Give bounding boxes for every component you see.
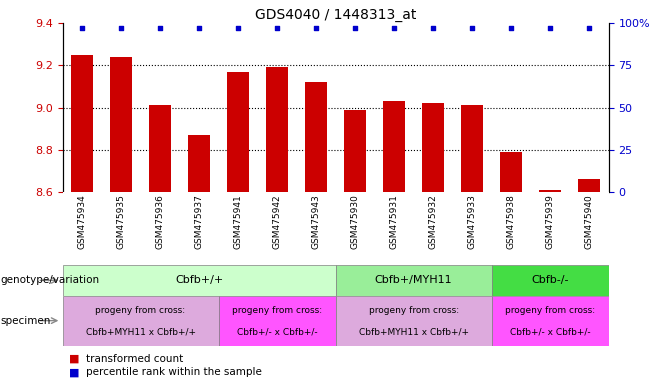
Text: percentile rank within the sample: percentile rank within the sample	[86, 367, 261, 377]
Bar	[63, 265, 336, 296]
Point	[233, 25, 243, 31]
Bar	[336, 296, 492, 346]
Text: genotype/variation: genotype/variation	[1, 275, 100, 285]
Point	[389, 25, 399, 31]
Bar	[336, 265, 492, 296]
Point	[116, 25, 126, 31]
Text: specimen: specimen	[1, 316, 51, 326]
Text: Cbfb+/- x Cbfb+/-: Cbfb+/- x Cbfb+/-	[510, 327, 590, 336]
Bar	[188, 135, 210, 192]
Title: GDS4040 / 1448313_at: GDS4040 / 1448313_at	[255, 8, 417, 22]
Bar	[500, 152, 522, 192]
Bar	[149, 105, 171, 192]
Text: GSM475943: GSM475943	[312, 194, 320, 249]
Text: Cbfb+MYH11 x Cbfb+/+: Cbfb+MYH11 x Cbfb+/+	[86, 327, 195, 336]
Text: GSM475940: GSM475940	[585, 194, 594, 249]
Text: GSM475930: GSM475930	[351, 194, 359, 249]
Bar	[540, 190, 561, 192]
Text: GSM475936: GSM475936	[155, 194, 164, 249]
Text: Cbfb+/+: Cbfb+/+	[175, 275, 223, 285]
Text: GSM475932: GSM475932	[428, 194, 438, 249]
Text: progeny from cross:: progeny from cross:	[505, 306, 595, 315]
Point	[194, 25, 205, 31]
Bar	[111, 57, 132, 192]
Text: Cbfb+/- x Cbfb+/-: Cbfb+/- x Cbfb+/-	[237, 327, 317, 336]
Text: GSM475941: GSM475941	[234, 194, 243, 249]
Point	[155, 25, 165, 31]
Bar	[227, 71, 249, 192]
Bar	[305, 82, 327, 192]
Text: GSM475935: GSM475935	[116, 194, 126, 249]
Text: GSM475938: GSM475938	[507, 194, 516, 249]
Point	[467, 25, 477, 31]
Text: GSM475939: GSM475939	[545, 194, 555, 249]
Bar	[218, 296, 336, 346]
Point	[506, 25, 517, 31]
Point	[428, 25, 438, 31]
Text: GSM475933: GSM475933	[468, 194, 476, 249]
Point	[311, 25, 321, 31]
Bar	[384, 101, 405, 192]
Text: progeny from cross:: progeny from cross:	[232, 306, 322, 315]
Text: GSM475937: GSM475937	[195, 194, 203, 249]
Bar	[71, 55, 93, 192]
Bar	[578, 179, 600, 192]
Bar	[266, 67, 288, 192]
Point	[77, 25, 88, 31]
Point	[272, 25, 282, 31]
Text: progeny from cross:: progeny from cross:	[95, 306, 186, 315]
Bar	[422, 103, 444, 192]
Text: Cbfb+/MYH11: Cbfb+/MYH11	[375, 275, 453, 285]
Point	[350, 25, 361, 31]
Bar	[63, 296, 218, 346]
Text: progeny from cross:: progeny from cross:	[368, 306, 459, 315]
Text: transformed count: transformed count	[86, 354, 183, 364]
Text: Cbfb-/-: Cbfb-/-	[532, 275, 569, 285]
Bar	[492, 265, 609, 296]
Text: GSM475931: GSM475931	[390, 194, 399, 249]
Text: Cbfb+MYH11 x Cbfb+/+: Cbfb+MYH11 x Cbfb+/+	[359, 327, 468, 336]
Text: GSM475934: GSM475934	[78, 194, 86, 249]
Bar	[492, 296, 609, 346]
Point	[545, 25, 555, 31]
Text: ■: ■	[69, 367, 80, 377]
Text: GSM475942: GSM475942	[272, 194, 282, 249]
Bar	[461, 105, 483, 192]
Text: ■: ■	[69, 354, 80, 364]
Point	[584, 25, 594, 31]
Bar	[344, 109, 366, 192]
